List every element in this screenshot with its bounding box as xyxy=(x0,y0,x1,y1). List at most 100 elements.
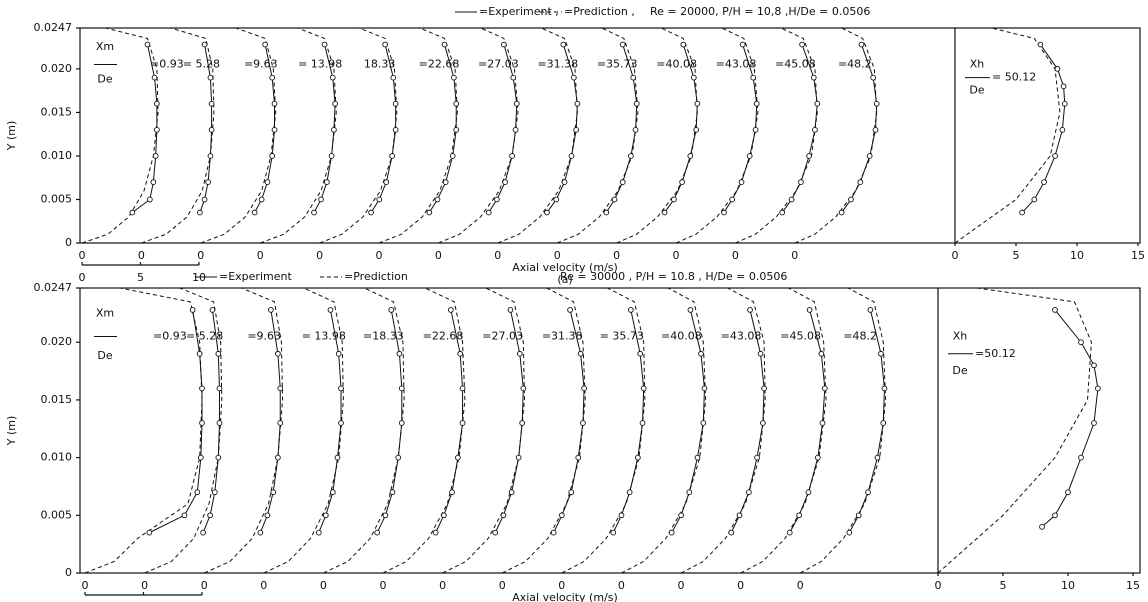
experiment-point xyxy=(814,454,821,461)
experiment-point xyxy=(728,529,735,536)
station-label: =40.08 xyxy=(661,329,702,342)
experiment-point xyxy=(398,420,405,426)
experiment-point xyxy=(389,153,395,159)
experiment-point xyxy=(516,350,523,357)
station-label: =9.63 xyxy=(244,58,278,71)
experiment-point xyxy=(200,529,206,536)
subtitle: Re = 20000, P/H = 10,8 ,H/De = 0.0506 xyxy=(650,5,870,18)
station-label: =31.38 xyxy=(537,58,578,71)
experiment-point xyxy=(492,529,499,536)
prediction-line xyxy=(442,287,526,574)
experiment-point xyxy=(1095,385,1101,392)
experiment-point xyxy=(739,41,746,48)
station-zero: 0 xyxy=(678,579,685,592)
experiment-line xyxy=(664,44,698,213)
experiment-point xyxy=(432,529,439,536)
station-label: =31.38 xyxy=(542,329,583,342)
experiment-point xyxy=(1052,153,1058,159)
experiment-point xyxy=(388,307,395,313)
experiment-point xyxy=(761,385,767,392)
experiment-point xyxy=(821,385,828,392)
station-label: = 5.28 xyxy=(183,58,220,71)
station-zero: 0 xyxy=(141,579,148,592)
experiment-point xyxy=(201,41,208,48)
y-tick-label: 0.020 xyxy=(41,335,73,348)
experiment-point xyxy=(865,489,871,496)
experiment-point xyxy=(201,196,208,203)
experiment-point xyxy=(392,126,399,133)
station-fraction-top: Xm xyxy=(96,40,114,53)
experiment-point xyxy=(661,209,668,216)
experiment-point xyxy=(611,196,618,203)
y-tick-label: 0.015 xyxy=(41,105,73,118)
prediction-line xyxy=(937,287,1092,574)
legend-entry: =Prediction , xyxy=(564,5,635,18)
experiment-point xyxy=(211,489,218,496)
experiment-point xyxy=(814,100,821,107)
station-zero: 0 xyxy=(435,249,442,262)
developed-fraction-top: Xh xyxy=(953,329,968,342)
experiment-point xyxy=(746,153,753,159)
experiment-point xyxy=(738,179,745,185)
experiment-point xyxy=(858,41,865,48)
prediction-line xyxy=(382,287,466,574)
experiment-point xyxy=(147,196,153,203)
experiment-point xyxy=(1078,339,1084,346)
experiment-point xyxy=(277,420,284,426)
x-tick-label: 15 xyxy=(1126,579,1140,592)
station-zero: 0 xyxy=(554,249,561,262)
experiment-point xyxy=(694,454,701,461)
experiment-point xyxy=(628,153,634,159)
experiment-point xyxy=(855,512,862,519)
developed-fraction-bottom: De xyxy=(952,364,967,377)
experiment-point xyxy=(390,74,397,81)
developed-label: = 50.12 xyxy=(992,71,1036,84)
experiment-point xyxy=(383,179,390,185)
experiment-point xyxy=(668,529,675,536)
experiment-point xyxy=(553,196,560,203)
station-zero: 0 xyxy=(376,249,383,262)
experiment-point xyxy=(441,41,448,48)
prediction-line xyxy=(680,287,766,574)
experiment-point xyxy=(199,385,205,392)
station-zero: 0 xyxy=(797,579,804,592)
experiment-point xyxy=(806,153,812,159)
experiment-point xyxy=(382,41,388,48)
experiment-point xyxy=(181,512,188,519)
experiment-point xyxy=(757,350,764,357)
station-label: =43.08 xyxy=(716,58,757,71)
experiment-line xyxy=(546,44,578,213)
experiment-point xyxy=(760,420,766,426)
experiment-point xyxy=(679,179,685,185)
y-axis-label: Y (m) xyxy=(5,416,18,447)
experiment-point xyxy=(796,512,802,519)
experiment-point xyxy=(389,489,396,496)
experiment-point xyxy=(819,420,826,426)
experiment-point xyxy=(509,153,515,159)
experiment-line xyxy=(370,44,397,213)
experiment-point xyxy=(627,307,634,313)
experiment-point xyxy=(154,100,160,107)
y-axis-label: Y (m) xyxy=(5,121,18,152)
station-label: =27.03 xyxy=(482,329,523,342)
experiment-point xyxy=(838,209,845,216)
experiment-point xyxy=(269,153,276,159)
y-tick-label: 0.0247 xyxy=(34,281,73,294)
experiment-point xyxy=(459,385,466,392)
station-fraction-top: Xm xyxy=(96,306,114,319)
experiment-point xyxy=(151,74,158,81)
experiment-point xyxy=(754,454,760,461)
experiment-point xyxy=(1059,126,1066,133)
experiment-point xyxy=(270,489,277,496)
station-label: = 5.28 xyxy=(186,329,223,342)
station-zero: 0 xyxy=(499,579,506,592)
experiment-point xyxy=(610,529,617,536)
station-label: =0.93 xyxy=(150,58,184,71)
legend-entry: =Experiment xyxy=(219,270,292,283)
experiment-point xyxy=(382,512,389,519)
station-zero: 0 xyxy=(732,249,739,262)
prediction-line xyxy=(799,287,887,574)
experiment-point xyxy=(396,350,403,357)
experiment-point xyxy=(494,196,500,203)
station-zero: 0 xyxy=(791,249,798,262)
